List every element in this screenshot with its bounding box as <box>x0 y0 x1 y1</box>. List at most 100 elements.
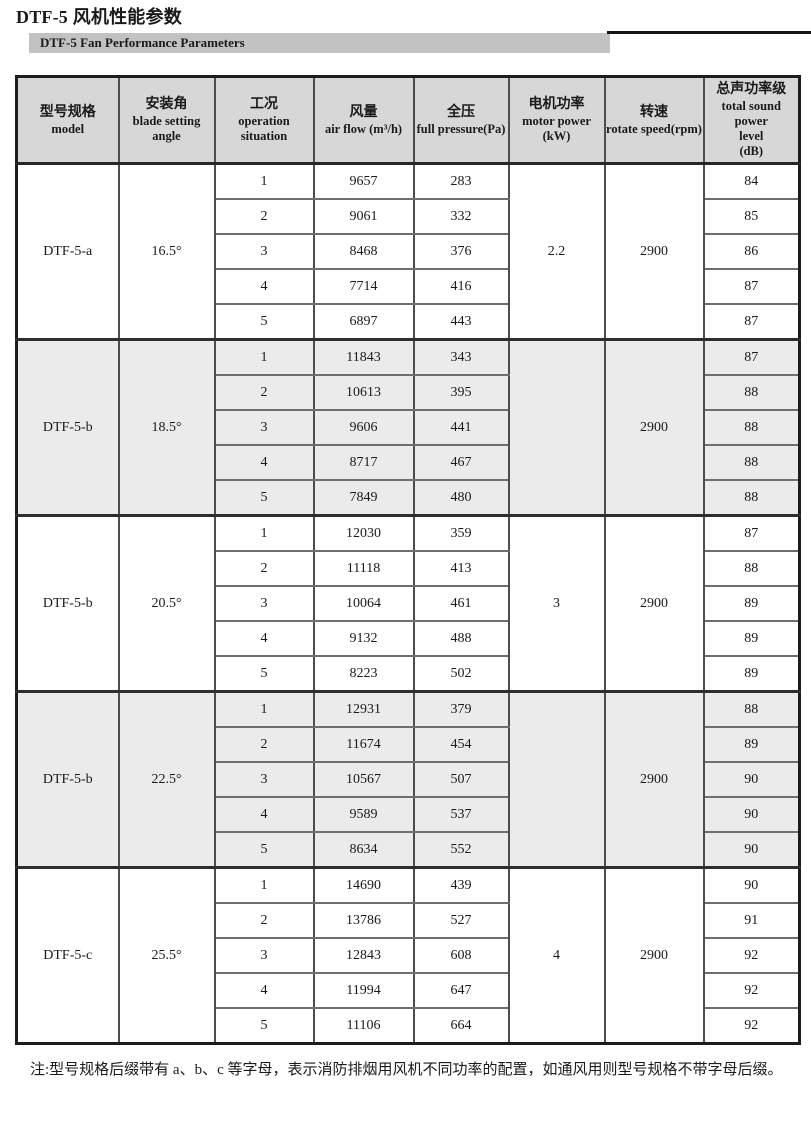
sound-level-cell: 90 <box>702 831 801 869</box>
motor-power-cell: 2.2 <box>507 162 606 341</box>
table-row: DTF-5-b 20.5° 1 12030 359 3 2900 87 <box>15 514 801 693</box>
page-title: DTF-5 风机性能参数 <box>16 7 182 27</box>
situation-cell: 4 <box>213 444 315 481</box>
pressure-cell: 395 <box>412 374 510 411</box>
col-header-speed: 转速 rotate speed(rpm) <box>603 75 705 165</box>
air-flow-cell: 9132 <box>312 620 415 657</box>
model-cell: DTF-5-b <box>15 338 120 517</box>
pressure-cell: 480 <box>412 479 510 517</box>
pressure-cell: 439 <box>412 866 510 904</box>
table-row: 3 8468 376 86 <box>17 233 801 270</box>
pressure-cell: 461 <box>412 585 510 622</box>
situation-cell: 2 <box>213 198 315 235</box>
table-row: 3 9606 441 88 <box>17 409 801 446</box>
air-flow-cell: 7714 <box>312 268 415 305</box>
motor-power-cell: 4 <box>507 866 606 1045</box>
angle-cell: 16.5° <box>117 162 216 341</box>
sound-level-cell: 92 <box>702 972 801 1009</box>
situation-cell: 4 <box>213 972 315 1009</box>
header-rule <box>607 31 811 34</box>
pressure-cell: 413 <box>412 550 510 587</box>
table-row: DTF-5-c 25.5° 1 14690 439 4 2900 90 <box>15 866 801 1045</box>
col-header-model: 型号规格 model <box>15 75 120 165</box>
speed-cell: 2900 <box>603 338 705 517</box>
pressure-cell: 441 <box>412 409 510 446</box>
model-cell: DTF-5-c <box>15 866 120 1045</box>
situation-cell: 1 <box>213 338 315 376</box>
sound-level-cell: 89 <box>702 726 801 763</box>
angle-cell: 18.5° <box>117 338 216 517</box>
sound-level-cell: 84 <box>702 162 801 200</box>
situation-cell: 1 <box>213 514 315 552</box>
table-row: DTF-5-b 18.5° 1 11843 343 2900 87 <box>15 338 801 517</box>
air-flow-cell: 11106 <box>312 1007 415 1045</box>
air-flow-cell: 10064 <box>312 585 415 622</box>
situation-cell: 2 <box>213 374 315 411</box>
pressure-cell: 507 <box>412 761 510 798</box>
table-row: 3 12843 608 92 <box>17 937 801 974</box>
subtitle-label: DTF-5 Fan Performance Parameters <box>40 35 245 50</box>
pressure-cell: 379 <box>412 690 510 728</box>
situation-cell: 3 <box>213 233 315 270</box>
air-flow-cell: 8717 <box>312 444 415 481</box>
pressure-cell: 283 <box>412 162 510 200</box>
pressure-cell: 647 <box>412 972 510 1009</box>
situation-cell: 5 <box>213 1007 315 1045</box>
situation-cell: 3 <box>213 937 315 974</box>
speed-cell: 2900 <box>603 866 705 1045</box>
speed-cell: 2900 <box>603 514 705 693</box>
table-row: 2 11674 454 89 <box>17 726 801 763</box>
table-row: 4 8717 467 88 <box>17 444 801 481</box>
air-flow-cell: 8468 <box>312 233 415 270</box>
situation-cell: 5 <box>213 479 315 517</box>
table-row: 5 8223 502 89 <box>17 655 801 693</box>
table-row: 5 6897 443 87 <box>17 303 801 341</box>
pressure-cell: 343 <box>412 338 510 376</box>
pressure-cell: 502 <box>412 655 510 693</box>
situation-cell: 5 <box>213 831 315 869</box>
sound-level-cell: 89 <box>702 585 801 622</box>
air-flow-cell: 8223 <box>312 655 415 693</box>
air-flow-cell: 6897 <box>312 303 415 341</box>
sound-level-cell: 92 <box>702 1007 801 1045</box>
col-header-situation: 工况 operation situation <box>213 75 315 165</box>
table-row: DTF-5-a 16.5° 1 9657 283 2.2 2900 84 <box>15 162 801 341</box>
situation-cell: 5 <box>213 303 315 341</box>
sound-level-cell: 88 <box>702 444 801 481</box>
sound-level-cell: 91 <box>702 902 801 939</box>
air-flow-cell: 11994 <box>312 972 415 1009</box>
table-row: 5 8634 552 90 <box>17 831 801 869</box>
air-flow-cell: 9589 <box>312 796 415 833</box>
table-row: 4 7714 416 87 <box>17 268 801 305</box>
air-flow-cell: 7849 <box>312 479 415 517</box>
table-row: 2 10613 395 88 <box>17 374 801 411</box>
table-row: 2 13786 527 91 <box>17 902 801 939</box>
pressure-cell: 467 <box>412 444 510 481</box>
situation-cell: 3 <box>213 585 315 622</box>
sound-level-cell: 90 <box>702 761 801 798</box>
air-flow-cell: 9657 <box>312 162 415 200</box>
angle-cell: 20.5° <box>117 514 216 693</box>
air-flow-cell: 14690 <box>312 866 415 904</box>
pressure-cell: 332 <box>412 198 510 235</box>
situation-cell: 2 <box>213 550 315 587</box>
air-flow-cell: 12931 <box>312 690 415 728</box>
air-flow-cell: 10567 <box>312 761 415 798</box>
table-row: 5 7849 480 88 <box>17 479 801 517</box>
pressure-cell: 443 <box>412 303 510 341</box>
model-cell: DTF-5-a <box>15 162 120 341</box>
pressure-cell: 527 <box>412 902 510 939</box>
pressure-cell: 552 <box>412 831 510 869</box>
motor-power-cell <box>507 690 606 869</box>
sound-level-cell: 87 <box>702 268 801 305</box>
col-header-motor: 电机功率 motor power (kW) <box>507 75 606 165</box>
pressure-cell: 488 <box>412 620 510 657</box>
air-flow-cell: 11843 <box>312 338 415 376</box>
table-row: 4 11994 647 92 <box>17 972 801 1009</box>
col-header-airflow: 风量 air flow (m³/h) <box>312 75 415 165</box>
table-row: 4 9132 488 89 <box>17 620 801 657</box>
sound-level-cell: 88 <box>702 690 801 728</box>
situation-cell: 5 <box>213 655 315 693</box>
col-header-pressure: 全压 full pressure(Pa) <box>412 75 510 165</box>
